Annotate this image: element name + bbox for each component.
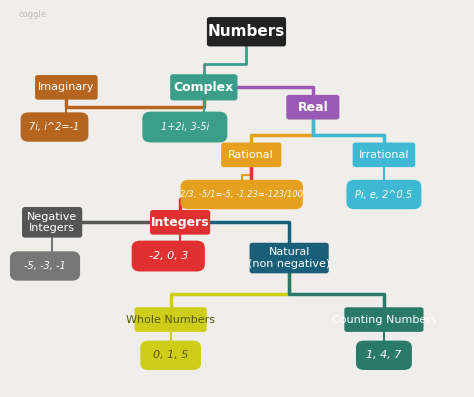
Text: Negative
Integers: Negative Integers <box>27 212 77 233</box>
FancyBboxPatch shape <box>346 180 421 209</box>
FancyBboxPatch shape <box>150 210 210 235</box>
FancyBboxPatch shape <box>35 75 98 100</box>
Text: 2/3, -5/1=-5, -1.23=-123/100: 2/3, -5/1=-5, -1.23=-123/100 <box>180 190 303 199</box>
Text: -2, 0, 3: -2, 0, 3 <box>148 251 188 261</box>
FancyBboxPatch shape <box>207 17 286 46</box>
Text: Numbers: Numbers <box>208 24 285 39</box>
Text: coggle: coggle <box>19 10 47 19</box>
FancyBboxPatch shape <box>286 95 339 119</box>
FancyBboxPatch shape <box>22 207 82 237</box>
Text: 1, 4, 7: 1, 4, 7 <box>366 350 401 360</box>
Text: Irrational: Irrational <box>359 150 409 160</box>
Text: Real: Real <box>298 101 328 114</box>
Text: 1+2i, 3-5i: 1+2i, 3-5i <box>161 122 209 132</box>
Text: Rational: Rational <box>228 150 274 160</box>
FancyBboxPatch shape <box>249 243 328 273</box>
FancyBboxPatch shape <box>344 307 424 332</box>
FancyBboxPatch shape <box>140 341 201 370</box>
FancyBboxPatch shape <box>353 143 415 167</box>
Text: Whole Numbers: Whole Numbers <box>126 314 215 325</box>
Text: Imaginary: Imaginary <box>38 82 95 93</box>
Text: Complex: Complex <box>173 81 234 94</box>
Text: 7i, i^2=-1: 7i, i^2=-1 <box>29 122 80 132</box>
FancyBboxPatch shape <box>10 251 80 281</box>
FancyBboxPatch shape <box>21 112 88 142</box>
Text: 0, 1, 5: 0, 1, 5 <box>153 350 188 360</box>
FancyBboxPatch shape <box>170 74 237 100</box>
Text: Integers: Integers <box>151 216 210 229</box>
Text: Counting Numbers: Counting Numbers <box>332 314 436 325</box>
FancyBboxPatch shape <box>132 241 205 272</box>
FancyBboxPatch shape <box>135 307 207 332</box>
Text: -5, -3, -1: -5, -3, -1 <box>24 261 66 271</box>
FancyBboxPatch shape <box>221 143 282 167</box>
Text: Pi, e, 2^0.5: Pi, e, 2^0.5 <box>356 189 412 200</box>
FancyBboxPatch shape <box>356 341 412 370</box>
Text: Natural
(non negative): Natural (non negative) <box>248 247 330 269</box>
FancyBboxPatch shape <box>181 180 303 209</box>
FancyBboxPatch shape <box>142 112 228 143</box>
